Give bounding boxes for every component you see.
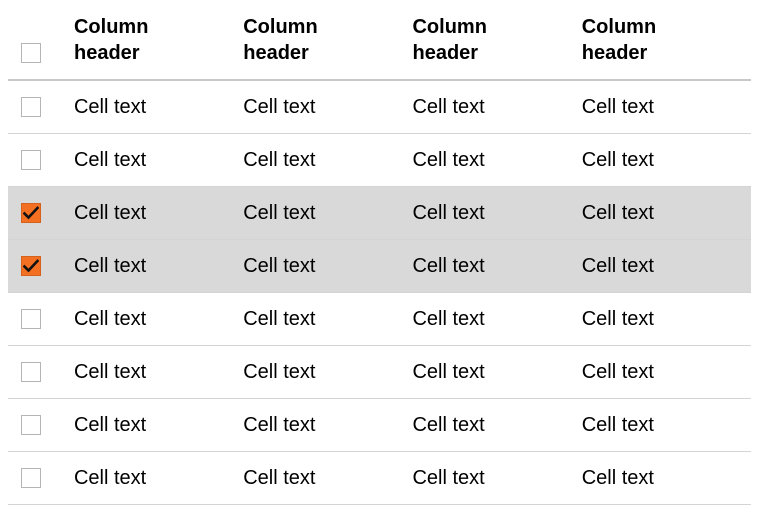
select-all-cell [8,0,74,79]
table-cell: Cell text [243,308,316,330]
table-cell: Cell text [243,255,316,277]
table-cell: Cell text [581,467,654,489]
column-header-4-line1: Column [581,15,657,38]
table-cell: Cell text [73,202,147,224]
table-row[interactable]: Cell text Cell text Cell text Cell text [8,81,751,134]
table-row[interactable]: Cell text Cell text Cell text Cell text [8,452,751,505]
table-header-row: Column header Column header Column heade… [8,0,751,81]
table-cell: Cell text [73,96,147,118]
table-cell: Cell text [243,467,316,489]
row-select-cell [8,240,74,292]
table-cell: Cell text [412,361,485,383]
row-checkbox[interactable] [21,415,41,435]
table-cell: Cell text [243,361,316,383]
select-all-checkbox[interactable] [21,43,41,63]
column-header-3[interactable]: Column header [412,14,581,66]
table-cell: Cell text [73,308,147,330]
table-cell: Cell text [73,467,147,489]
table-cell: Cell text [581,308,654,330]
table-cell: Cell text [581,202,654,224]
table-cell: Cell text [581,149,654,171]
table-row[interactable]: Cell text Cell text Cell text Cell text [8,399,751,452]
row-select-cell [8,452,74,504]
row-checkbox[interactable] [21,256,41,276]
table-cell: Cell text [581,361,654,383]
table-cell: Cell text [581,414,654,436]
row-select-cell [8,346,74,398]
column-header-2-line1: Column [243,15,318,38]
table-cell: Cell text [412,308,485,330]
table-cell: Cell text [412,96,485,118]
data-table: Column header Column header Column heade… [8,0,751,505]
table-cell: Cell text [243,96,316,118]
table-cell: Cell text [412,414,485,436]
table-body: Cell text Cell text Cell text Cell text Cell… [8,81,751,505]
column-header-2[interactable]: Column header [243,14,412,66]
table-cell: Cell text [412,467,485,489]
table-row[interactable]: Cell text Cell text Cell text Cell text [8,240,751,293]
row-select-cell [8,399,74,451]
table-cell: Cell text [412,149,485,171]
row-checkbox[interactable] [21,97,41,117]
table-row[interactable]: Cell text Cell text Cell text Cell text [8,346,751,399]
column-header-3-line1: Column [412,15,487,38]
row-select-cell [8,187,74,239]
column-header-1[interactable]: Column header [74,14,243,66]
table-row[interactable]: Cell text Cell text Cell text Cell text [8,293,751,346]
table-cell: Cell text [243,414,316,436]
table-cell: Cell text [581,96,654,118]
table-cell: Cell text [243,202,316,224]
column-header-2-line2: header [243,41,309,64]
row-select-cell [8,293,74,345]
checkmark-icon [23,206,39,220]
checkmark-icon [23,259,39,273]
row-select-cell [8,134,74,186]
table-cell: Cell text [243,149,316,171]
table-cell: Cell text [412,255,485,277]
row-checkbox[interactable] [21,362,41,382]
table-cell: Cell text [73,149,147,171]
column-header-1-line2: header [73,41,140,64]
row-checkbox[interactable] [21,203,41,223]
table-cell: Cell text [412,202,485,224]
column-header-4[interactable]: Column header [582,14,751,66]
table-cell: Cell text [73,414,147,436]
table-cell: Cell text [73,255,147,277]
table-row[interactable]: Cell text Cell text Cell text Cell text [8,134,751,187]
row-select-cell [8,81,74,133]
table-cell: Cell text [581,255,654,277]
column-header-1-line1: Column [73,15,149,38]
column-header-3-line2: header [412,41,479,64]
table-row[interactable]: Cell text Cell text Cell text Cell text [8,187,751,240]
row-checkbox[interactable] [21,468,41,488]
row-checkbox[interactable] [21,309,41,329]
column-header-4-line2: header [581,41,648,64]
table-cell: Cell text [73,361,147,383]
row-checkbox[interactable] [21,150,41,170]
